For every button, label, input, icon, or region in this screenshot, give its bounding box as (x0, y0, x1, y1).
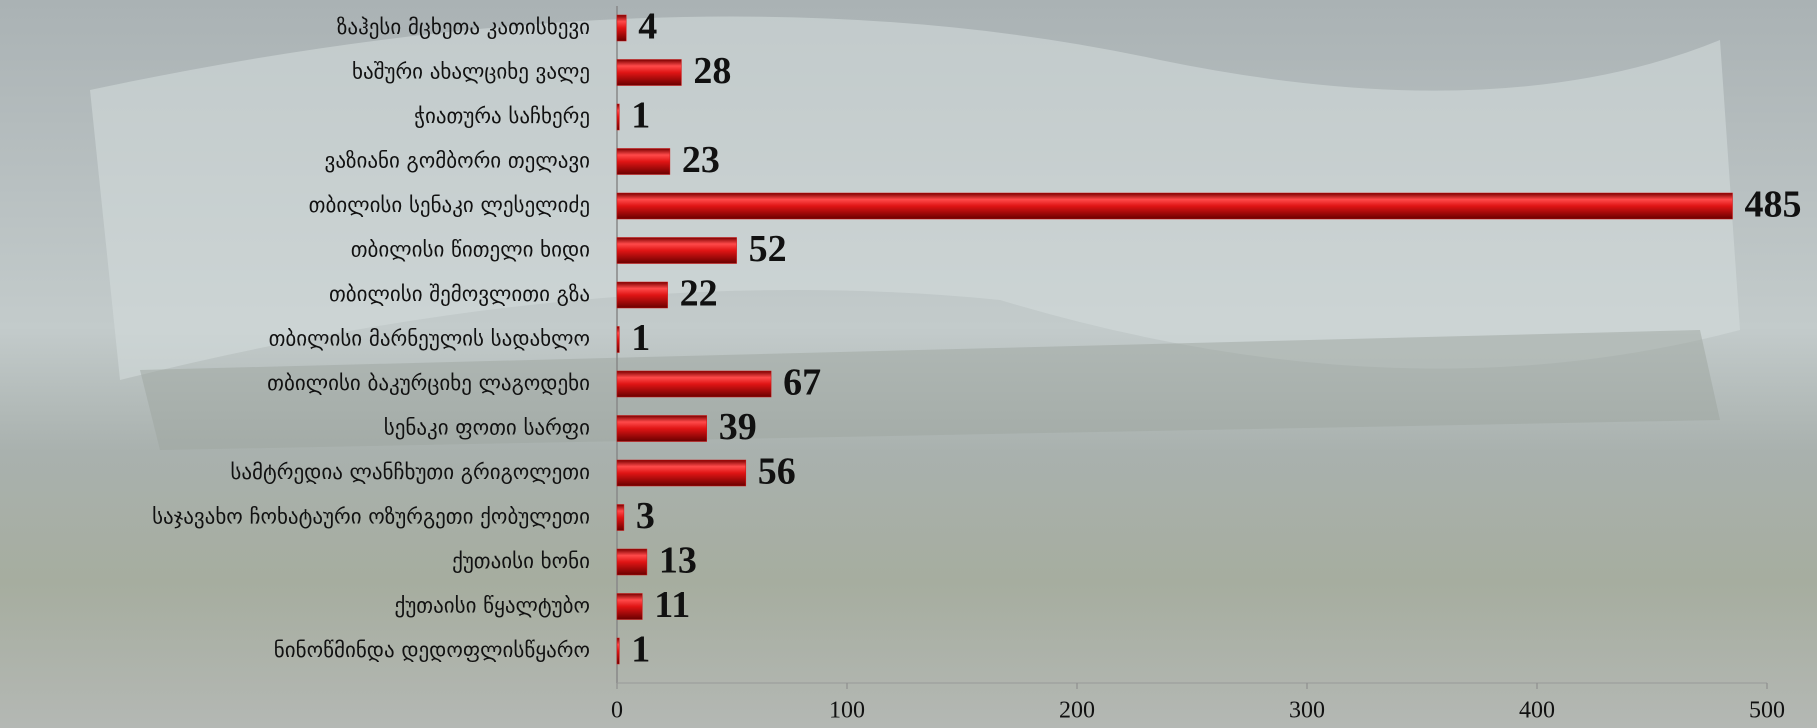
bar (616, 593, 643, 620)
value-label: 11 (654, 584, 690, 626)
bar (616, 281, 668, 309)
x-tick-label: 100 (829, 698, 865, 724)
x-tick-label: 200 (1059, 698, 1095, 724)
building-base (140, 330, 1720, 450)
y-tick-label: ნინოწმინდა დედოფლისწყარო (274, 638, 590, 662)
bar (616, 237, 737, 264)
y-tick-label: თბილისი მარნეულის სადახლო (269, 327, 590, 351)
y-tick-label: სენაკი ფოთი სარფი (384, 416, 590, 440)
y-tick-label: ჭიათურა საჩხერე (414, 104, 590, 128)
y-tick-label: თბილისი წითელი ხიდი (351, 238, 590, 262)
value-label: 52 (749, 228, 787, 270)
bar (616, 370, 772, 398)
value-label: 56 (758, 451, 796, 493)
bar (616, 326, 620, 353)
value-label: 485 (1745, 184, 1802, 226)
bar (616, 548, 648, 576)
y-tick-label: თბილისი სენაკი ლესელიძე (309, 193, 590, 217)
bar (616, 459, 747, 487)
bar (616, 637, 620, 665)
y-tick-label: თბილისი ბაკურციხე ლაგოდეხი (267, 371, 590, 395)
y-tick-label: ქუთაისი ხონი (452, 549, 590, 573)
value-label: 1 (631, 95, 650, 137)
x-tick-label: 0 (611, 698, 623, 724)
bar (616, 415, 707, 442)
bar (616, 103, 620, 131)
x-tick-label: 500 (1749, 698, 1785, 724)
x-tick-label: 300 (1289, 698, 1325, 724)
value-label: 3 (636, 495, 655, 537)
value-label: 13 (659, 540, 697, 582)
value-label: 22 (680, 273, 718, 315)
bar (616, 192, 1733, 220)
value-label: 28 (693, 50, 731, 92)
bar (616, 148, 671, 175)
y-tick-label: თბილისი შემოვლითი გზა (329, 282, 590, 306)
value-label: 4 (638, 6, 657, 48)
y-tick-label: ვაზიანი გომბორი თელავი (325, 149, 590, 173)
value-label: 67 (783, 362, 821, 404)
value-label: 39 (719, 406, 757, 448)
y-tick-label: ქუთაისი წყალტუბო (395, 594, 590, 618)
y-tick-label: საჯავახო ჩოხატაური ოზურგეთი ქობულეთი (152, 505, 590, 529)
value-label: 1 (631, 317, 650, 359)
y-tick-label: სამტრედია ლანჩხუთი გრიგოლეთი (230, 460, 590, 484)
bar (616, 504, 625, 531)
bar (616, 59, 682, 86)
value-label: 1 (631, 629, 650, 671)
bar (616, 14, 627, 42)
value-label: 23 (682, 139, 720, 181)
x-tick-label: 400 (1519, 698, 1555, 724)
y-tick-label: ზაჰესი მცხეთა კათისხევი (337, 15, 590, 39)
y-tick-label: ხაშური ახალციხე ვალე (352, 60, 590, 84)
